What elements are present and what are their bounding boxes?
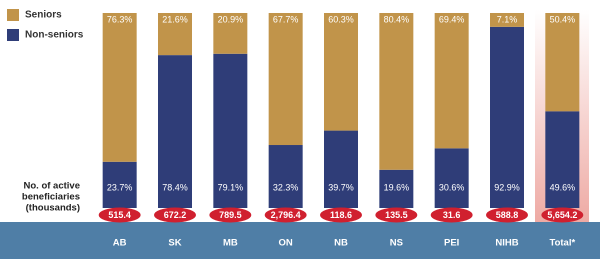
value-label: 50.4% — [550, 14, 576, 24]
beneficiaries-value: 2,796.4 — [271, 210, 301, 220]
beneficiaries-value: 5,654.2 — [547, 210, 577, 220]
value-label: 92.9% — [494, 182, 520, 192]
beneficiaries-value: 588.8 — [496, 210, 519, 220]
beneficiaries-value: 118.6 — [330, 210, 352, 220]
beneficiaries-oval — [98, 207, 141, 223]
bar-segment — [434, 148, 469, 208]
beneficiaries-oval — [320, 207, 362, 223]
bar-segment — [490, 13, 524, 27]
x-tick-label: NS — [390, 238, 403, 249]
beneficiaries-oval — [486, 207, 528, 223]
x-tick-label: NIHB — [495, 238, 518, 249]
value-label: 78.4% — [162, 182, 188, 192]
bar-segment — [379, 13, 414, 170]
bar-segment — [324, 13, 358, 131]
category-band — [0, 222, 600, 259]
beneficiaries-label: (thousands) — [26, 203, 80, 214]
value-label: 49.6% — [550, 182, 576, 192]
beneficiaries-value: 515.4 — [108, 210, 131, 220]
value-label: 32.3% — [273, 182, 299, 192]
bar-segment — [102, 161, 137, 208]
beneficiaries-oval — [209, 207, 252, 223]
value-label: 19.6% — [384, 182, 410, 192]
value-label: 80.4% — [384, 14, 410, 24]
bar-segment — [434, 13, 469, 149]
legend-label: Non-seniors — [25, 30, 84, 41]
bar-segment — [545, 13, 580, 112]
x-tick-label: SK — [168, 238, 181, 249]
beneficiaries-value: 135.5 — [385, 210, 408, 220]
value-label: 67.7% — [273, 14, 299, 24]
beneficiaries-oval — [430, 207, 473, 223]
beneficiaries-oval — [154, 207, 196, 223]
beneficiaries-label: beneficiaries — [22, 192, 80, 203]
x-tick-label: AB — [113, 238, 127, 249]
bar-segment — [268, 145, 303, 208]
value-label: 76.3% — [107, 14, 133, 24]
beneficiaries-oval — [375, 207, 418, 223]
x-tick-label: ON — [279, 238, 293, 249]
value-label: 69.4% — [439, 14, 465, 24]
value-label: 60.3% — [328, 14, 354, 24]
bar-segment — [545, 111, 580, 208]
bar-segment — [268, 13, 303, 146]
bar-segment — [213, 53, 248, 208]
bar-segment — [324, 130, 358, 208]
beneficiaries-label: No. of active — [24, 181, 81, 192]
beneficiaries-value: 31.6 — [443, 210, 461, 220]
value-label: 20.9% — [218, 14, 244, 24]
value-label: 21.6% — [162, 14, 188, 24]
bar-segment — [158, 55, 192, 209]
value-label: 79.1% — [218, 182, 244, 192]
bar-segment — [158, 13, 192, 56]
bar-segment — [379, 169, 414, 208]
beneficiaries-value: 672.2 — [164, 210, 187, 220]
beneficiaries-oval — [541, 207, 584, 223]
value-label: 7.1% — [497, 14, 518, 24]
x-tick-label: MB — [223, 238, 238, 249]
legend-swatch — [7, 29, 19, 41]
value-label: 23.7% — [107, 182, 133, 192]
x-tick-label: PEI — [444, 238, 459, 249]
beneficiaries-oval — [264, 207, 307, 223]
x-tick-label: Total* — [549, 238, 575, 249]
bar-segment — [213, 13, 248, 54]
bar-segment — [102, 13, 137, 162]
x-tick-label: NB — [334, 238, 348, 249]
value-label: 39.7% — [328, 182, 354, 192]
bar-segment — [490, 26, 524, 208]
value-label: 30.6% — [439, 182, 465, 192]
legend-swatch — [7, 9, 19, 21]
beneficiaries-value: 789.5 — [219, 210, 242, 220]
legend-label: Seniors — [25, 10, 62, 21]
